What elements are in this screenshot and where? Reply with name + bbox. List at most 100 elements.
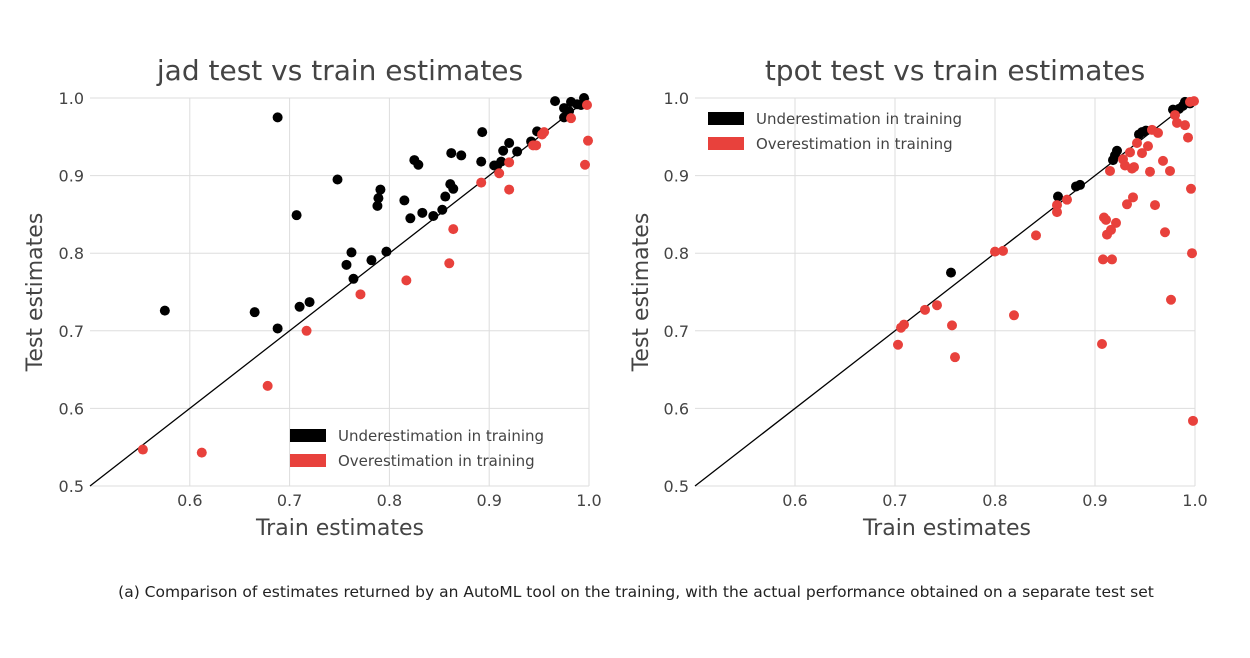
point-overestimation (1150, 200, 1160, 211)
point-underestimation (272, 112, 283, 123)
point-overestimation (539, 127, 550, 138)
point-overestimation (1183, 132, 1193, 143)
point-overestimation (448, 224, 459, 235)
y-tick-label: 1.0 (664, 89, 689, 108)
point-underestimation (341, 259, 352, 270)
legend-swatch-under (290, 429, 326, 442)
y-tick-label: 0.7 (59, 322, 84, 341)
point-overestimation (893, 339, 903, 350)
point-overestimation (137, 444, 148, 455)
y-axis-label: Test estimates (629, 213, 654, 373)
y-axis-label: Test estimates (23, 213, 48, 373)
point-overestimation (1170, 110, 1180, 121)
y-tick-label: 0.9 (664, 167, 689, 186)
point-underestimation (381, 246, 392, 257)
legend-swatch-under (708, 112, 744, 125)
legend-label-over: Overestimation in training (338, 452, 535, 470)
x-tick-label: 0.6 (177, 491, 202, 510)
point-underestimation (399, 195, 410, 206)
point-underestimation (348, 273, 359, 284)
point-overestimation (301, 325, 312, 336)
point-overestimation (1111, 217, 1121, 228)
point-underestimation (1075, 179, 1085, 190)
point-overestimation (1125, 147, 1135, 158)
point-overestimation (950, 352, 960, 363)
point-overestimation (531, 140, 542, 151)
point-underestimation (428, 210, 439, 221)
point-underestimation (417, 207, 428, 218)
jad-chart: jad test vs train estimates Train estima… (23, 54, 602, 541)
point-overestimation (1031, 230, 1041, 241)
point-overestimation (1186, 183, 1196, 194)
point-overestimation (401, 275, 412, 286)
point-overestimation (1180, 120, 1190, 131)
x-tick-label: 0.7 (882, 491, 907, 510)
chart-title: jad test vs train estimates (156, 54, 523, 87)
point-overestimation (262, 380, 273, 391)
legend-label-under: Underestimation in training (338, 427, 544, 445)
point-underestimation (332, 174, 343, 185)
y-tick-label: 0.5 (664, 477, 689, 496)
y-tick-label: 0.6 (59, 399, 84, 418)
legend-label-over: Overestimation in training (756, 135, 953, 153)
point-overestimation (1165, 165, 1175, 176)
x-tick-label: 1.0 (576, 491, 601, 510)
x-tick-label: 0.8 (377, 491, 402, 510)
x-tick-label: 0.9 (476, 491, 501, 510)
point-underestimation (294, 301, 305, 312)
point-underestimation (346, 247, 357, 258)
point-underestimation (159, 305, 170, 316)
point-overestimation (1188, 415, 1198, 426)
x-axis-label: Train estimates (862, 516, 1031, 541)
figure-caption: (a) Comparison of estimates returned by … (118, 583, 1154, 601)
gridlines (695, 97, 1196, 487)
legend-label-under: Underestimation in training (756, 110, 962, 128)
tick-labels: 0.6 0.7 0.8 0.9 1.0 0.5 0.6 0.7 0.8 0.9 1.0 (664, 89, 1208, 510)
point-overestimation (494, 168, 505, 179)
point-underestimation (456, 150, 467, 161)
point-overestimation (566, 113, 577, 124)
point-overestimation (1145, 166, 1155, 177)
y-tick-label: 0.8 (664, 244, 689, 263)
point-overestimation (1187, 248, 1197, 259)
y-tick-label: 0.9 (59, 167, 84, 186)
point-overestimation (1128, 192, 1138, 203)
point-overestimation (1101, 214, 1111, 225)
point-underestimation (446, 148, 457, 159)
point-overestimation (583, 135, 594, 146)
point-overestimation (196, 447, 207, 458)
point-overestimation (1122, 199, 1132, 210)
point-underestimation (512, 146, 523, 157)
point-underestimation (291, 210, 302, 221)
data-points (893, 96, 1199, 426)
point-overestimation (444, 258, 455, 269)
legend-swatch-over (290, 454, 326, 467)
point-overestimation (504, 157, 515, 168)
point-overestimation (990, 246, 1000, 257)
x-tick-label: 0.9 (1082, 491, 1107, 510)
point-underestimation (373, 193, 384, 204)
point-underestimation (375, 184, 386, 195)
point-overestimation (1143, 141, 1153, 152)
x-tick-label: 0.6 (782, 491, 807, 510)
data-points (137, 93, 594, 458)
point-overestimation (899, 319, 909, 330)
legend: Underestimation in training Overestimati… (708, 110, 962, 153)
point-underestimation (476, 156, 487, 167)
x-tick-label: 0.7 (277, 491, 302, 510)
point-underestimation (440, 191, 451, 202)
y-tick-label: 0.6 (664, 399, 689, 418)
point-underestimation (498, 145, 509, 156)
point-overestimation (580, 159, 591, 170)
point-overestimation (1107, 254, 1117, 265)
chart-title: tpot test vs train estimates (765, 54, 1145, 87)
point-overestimation (998, 245, 1008, 256)
x-tick-label: 1.0 (1182, 491, 1207, 510)
point-overestimation (1153, 127, 1163, 138)
point-underestimation (477, 127, 488, 138)
point-overestimation (947, 320, 957, 331)
point-overestimation (932, 300, 942, 311)
point-overestimation (476, 177, 487, 188)
point-overestimation (1106, 224, 1116, 235)
